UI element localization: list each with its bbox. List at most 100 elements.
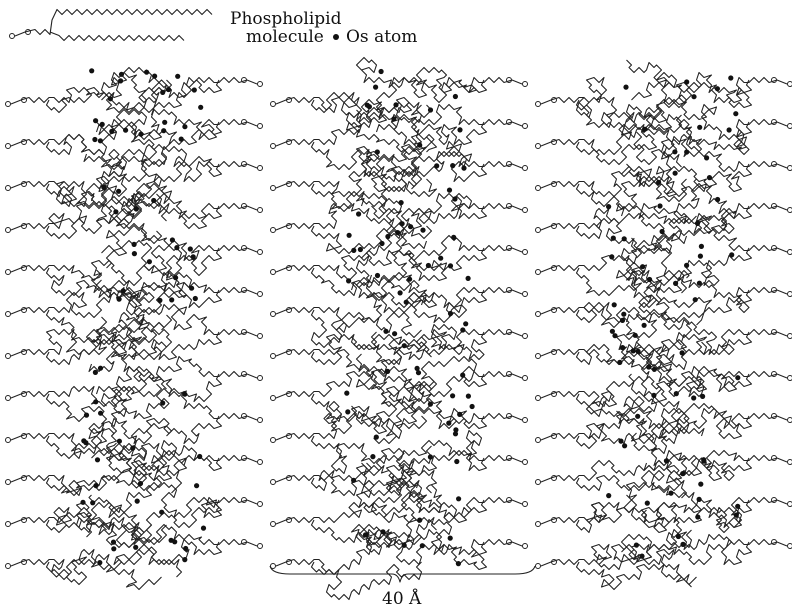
fatty-chain	[575, 301, 693, 346]
fatty-chain	[626, 528, 753, 566]
os-atom	[399, 221, 405, 227]
fatty-chain	[310, 91, 423, 134]
fatty-chain	[355, 489, 488, 524]
os-atom	[700, 393, 706, 399]
os-atom	[110, 539, 117, 545]
os-atom	[362, 532, 369, 538]
bilayer-stack	[270, 56, 528, 601]
os-atom	[93, 118, 99, 124]
os-atom	[160, 89, 166, 95]
os-atom	[98, 410, 104, 416]
head-group	[787, 207, 792, 213]
fatty-chain	[626, 135, 788, 183]
fatty-chain	[360, 150, 488, 193]
fatty-chain	[45, 422, 163, 467]
fatty-chain	[351, 397, 523, 435]
fatty-chain	[360, 140, 523, 178]
os-atom	[465, 393, 471, 399]
head-group	[257, 375, 263, 381]
fatty-chain	[633, 113, 753, 156]
os-atom	[172, 539, 178, 545]
os-atom	[162, 119, 168, 125]
os-atom	[696, 280, 703, 286]
os-atom	[447, 535, 453, 541]
fatty-chain	[90, 269, 258, 314]
os-atom	[346, 232, 352, 238]
legend: Phospholipid molecule Os atom	[230, 9, 417, 47]
fatty-chain	[635, 239, 753, 287]
os-atom	[101, 184, 107, 190]
fatty-chain	[275, 469, 438, 497]
os-atom	[684, 262, 690, 268]
fatty-chain	[361, 429, 523, 477]
head-group	[522, 81, 528, 87]
os-atom	[80, 499, 86, 505]
os-atom	[395, 230, 401, 236]
bilayer-stack	[5, 66, 263, 591]
fatty-chain	[360, 98, 523, 146]
fatty-chain	[105, 439, 223, 472]
fatty-chain	[630, 279, 753, 314]
head-group	[535, 563, 541, 569]
os-atom	[640, 264, 646, 270]
os-atom	[463, 321, 469, 327]
os-atom	[351, 477, 357, 483]
fatty-chain	[85, 182, 258, 225]
os-atom	[198, 104, 204, 110]
os-atom	[137, 480, 144, 487]
head-group	[522, 291, 528, 297]
os-atom	[706, 175, 713, 181]
os-atom	[704, 155, 710, 161]
fatty-chain	[631, 214, 788, 253]
os-atom	[379, 240, 385, 247]
fatty-chain	[45, 383, 163, 428]
os-atom	[408, 224, 414, 230]
os-atom	[130, 445, 136, 451]
os-atom	[373, 434, 379, 440]
fatty-chain	[106, 187, 223, 230]
fatty-chain	[45, 553, 162, 591]
fatty-chain	[350, 518, 523, 571]
os-atom	[118, 71, 125, 77]
os-atom	[97, 560, 103, 566]
fatty-chain	[616, 402, 788, 440]
legend-molecule-label: molecule	[246, 27, 324, 47]
fatty-chain	[45, 309, 165, 344]
os-atom	[461, 165, 467, 171]
fatty-chain	[540, 118, 693, 156]
head-group	[787, 249, 792, 255]
os-atom	[97, 365, 104, 371]
fatty-chain	[575, 422, 690, 450]
os-atom	[692, 297, 698, 303]
os-atom	[192, 295, 198, 302]
head-group	[5, 479, 11, 485]
os-atom	[697, 253, 704, 259]
fatty-chain	[310, 338, 432, 391]
head-group	[787, 543, 792, 549]
os-atom	[446, 420, 452, 426]
head-group	[535, 227, 541, 233]
os-atom	[417, 517, 423, 523]
os-atom	[99, 121, 105, 127]
fatty-chain	[575, 338, 688, 371]
head-group	[522, 123, 528, 129]
fatty-chain	[95, 108, 223, 146]
os-atom	[346, 278, 352, 284]
os-atom	[447, 310, 454, 317]
fatty-chain	[45, 267, 168, 302]
head-group	[9, 33, 15, 39]
fatty-chain	[373, 407, 488, 445]
os-atom	[364, 102, 370, 108]
os-atom	[617, 359, 623, 365]
os-atom	[344, 390, 350, 396]
os-atom	[452, 431, 459, 437]
os-atom	[672, 170, 678, 176]
head-group	[5, 353, 11, 359]
os-atom	[622, 443, 628, 449]
os-atom	[138, 131, 144, 137]
fatty-chain	[310, 561, 423, 601]
os-atom	[116, 188, 122, 194]
head-group	[787, 333, 792, 339]
fatty-chain	[10, 286, 173, 344]
